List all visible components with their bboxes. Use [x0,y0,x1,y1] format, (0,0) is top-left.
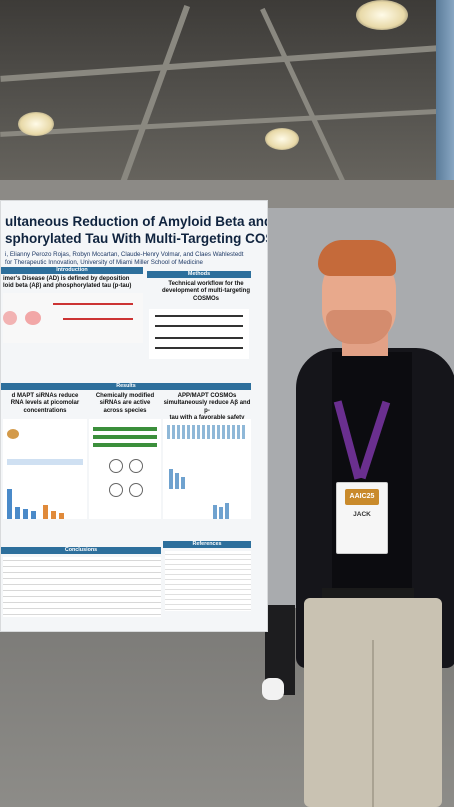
ceiling-lamp [356,0,408,30]
ceiling-lamp [18,112,54,136]
chart-bar [43,505,48,519]
name-badge: AAIC25 JACK [336,482,388,554]
results-figure-3 [163,419,251,519]
chart-bar [51,511,56,519]
sequence-row [93,435,157,439]
intro-figure [3,293,143,343]
section-header-methods: Methods [147,271,251,278]
results-col2-heading: Chemically modified siRNAs are active ac… [89,393,161,415]
badge-name: JACK [353,511,371,518]
intro-line: loid beta (Aβ) and phosphorylated tau (p… [3,283,132,290]
section-header-introduction: Introduction [1,267,143,274]
red-hair [318,240,396,276]
intro-line: imer's Disease (AD) is defined by deposi… [3,276,130,282]
results-heading-line: d MAPT siRNAs reduce [11,393,79,399]
poster-authors: i, Elianny Perozo Rojas, Robyn Mccartan,… [5,251,267,267]
sneaker [262,678,284,700]
chart-circle [109,459,123,473]
results-heading-line: RNA levels at picomolar [10,400,80,407]
results-heading-line: siRNAs are active [99,400,151,407]
results-heading-line: Chemically modified [95,393,155,399]
beard [326,310,392,344]
poster-title-line: ultaneous Reduction of Amyloid Beta and [5,214,268,229]
mouse-icon [7,429,19,439]
chart-bar [31,511,36,519]
pants-seam [372,640,374,807]
chart-bar [23,509,28,519]
methods-heading-line: COSMOs [192,295,219,302]
methods-heading-line: development of multi-targeting [161,288,250,295]
methods-heading-line: Technical workflow for the [168,281,244,287]
workflow-line [155,325,243,327]
intro-paragraph [3,345,143,375]
black-shirt [332,352,412,592]
chart-circle [129,459,143,473]
chart-bar [219,507,223,519]
chart-circle [109,483,123,497]
chart-bar [59,513,64,519]
chart-bar [169,469,173,489]
references-text [165,551,251,611]
results-figure-1 [3,419,87,519]
results-heading-line: across species [103,407,147,414]
chart-bar [181,477,185,489]
methods-workflow-figure [149,309,249,359]
results-heading-line: concentrations [23,407,67,414]
heatmap-row [167,425,247,439]
research-poster: ultaneous Reduction of Amyloid Beta and … [0,200,268,632]
pathway-line [53,303,133,305]
chart-bar [15,507,20,519]
section-header-results: Results [1,383,251,390]
chart-circle [129,483,143,497]
brain-icon [25,311,41,325]
results-heading-line: APP/MAPT COSMOs [177,393,237,399]
chart-bar [213,505,217,519]
results-heading-line: simultaneously reduce Aβ and p- [163,400,251,414]
section-header-conclusions: Conclusions [1,547,161,554]
workflow-line [155,315,243,317]
sequence-row [93,443,157,447]
belt [322,588,414,600]
affiliation-line: for Therapeutic Innovation, University o… [5,259,203,266]
sequence-row [93,427,157,431]
chart-bar [225,503,229,519]
conclusions-text [3,557,161,617]
chart-bar [175,473,179,489]
methods-heading: Technical workflow for the development o… [161,281,251,303]
results-figure-2 [89,419,161,519]
poster-title: ultaneous Reduction of Amyloid Beta and … [5,213,267,247]
authors-line: i, Elianny Perozo Rojas, Robyn Mccartan,… [5,251,244,258]
chart-bar [7,489,12,519]
chart-row [7,459,83,465]
ceiling [0,0,454,215]
section-header-references: References [163,541,251,548]
results-col1-heading: d MAPT siRNAs reduce RNA levels at picom… [3,393,87,415]
intro-text: imer's Disease (AD) is defined by deposi… [3,276,143,291]
workflow-line [155,347,243,349]
conference-logo: AAIC25 [345,489,379,505]
workflow-line [155,337,243,339]
blue-pillar [436,0,454,215]
poster-title-line: sphorylated Tau With Multi-Targeting COS… [5,231,267,246]
brain-icon [3,311,17,325]
pathway-line [63,318,133,320]
ceiling-lamp [265,128,299,150]
